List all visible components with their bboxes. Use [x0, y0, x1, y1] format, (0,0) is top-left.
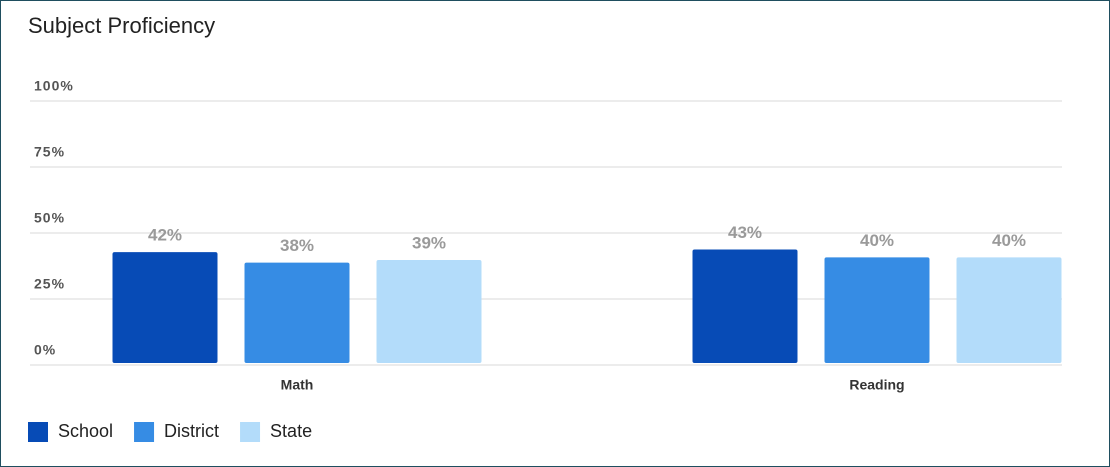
chart-title: Subject Proficiency: [28, 13, 215, 38]
y-tick-label: 0%: [34, 342, 56, 358]
bar: [376, 260, 482, 363]
legend-label: School: [58, 421, 113, 441]
y-tick-label: 75%: [34, 144, 65, 160]
legend-swatch: [28, 422, 48, 442]
value-label: 40%: [992, 231, 1026, 250]
legend-swatch: [240, 422, 261, 442]
y-tick-label: 50%: [34, 210, 65, 226]
bar: [692, 249, 798, 363]
y-tick-label: 100%: [34, 78, 74, 94]
value-label: 40%: [860, 231, 894, 250]
x-tick-label: Reading: [849, 377, 904, 393]
value-label: 38%: [280, 236, 314, 255]
bar: [824, 257, 930, 363]
y-tick-label: 25%: [34, 276, 65, 292]
legend-label: State: [270, 421, 312, 441]
legend-label: District: [164, 421, 219, 441]
bar: [956, 257, 1062, 363]
x-tick-label: Math: [281, 377, 314, 393]
value-label: 42%: [148, 226, 182, 245]
value-label: 39%: [412, 234, 446, 253]
legend-swatch: [134, 422, 155, 442]
value-label: 43%: [728, 223, 762, 242]
bar: [244, 262, 350, 363]
bar: [112, 252, 218, 363]
